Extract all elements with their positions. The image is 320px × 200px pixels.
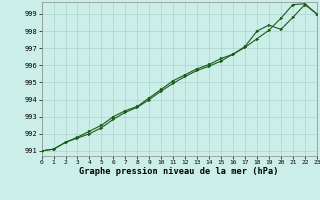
X-axis label: Graphe pression niveau de la mer (hPa): Graphe pression niveau de la mer (hPa) (79, 167, 279, 176)
